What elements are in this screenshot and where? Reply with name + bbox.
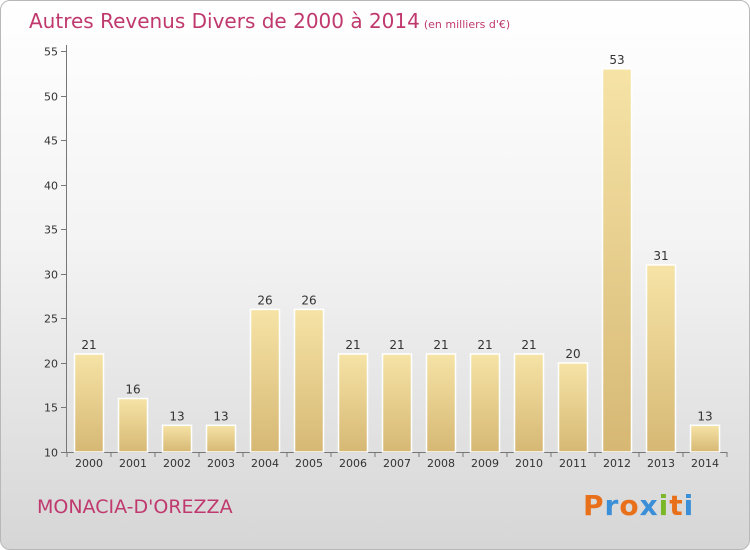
proxiti-logo: Proxiti (583, 489, 694, 522)
bar (293, 308, 325, 453)
x-tick-label: 2008 (427, 457, 455, 470)
x-tick-label: 2011 (559, 457, 587, 470)
data-label: 31 (653, 249, 668, 263)
y-tick-label: 45 (44, 135, 58, 148)
y-tick-label: 35 (44, 224, 58, 237)
x-tick-label: 2010 (515, 457, 543, 470)
bar (337, 353, 369, 453)
commune-name: MONACIA-D'OREZZA (37, 496, 233, 518)
data-label: 20 (565, 347, 580, 361)
x-tick-label: 2007 (383, 457, 411, 470)
y-tick-label: 10 (44, 447, 58, 460)
data-label: 13 (169, 409, 184, 423)
x-tick-label: 2005 (295, 457, 323, 470)
y-tick-label: 25 (44, 313, 58, 326)
x-tick-label: 2006 (339, 457, 367, 470)
data-label: 21 (345, 338, 360, 352)
logo-letter: t (669, 489, 684, 522)
logo-letter: i (683, 489, 695, 522)
bar (161, 424, 193, 453)
bar (513, 353, 545, 453)
bar (117, 397, 149, 453)
bar (645, 264, 677, 453)
x-tick-label: 2012 (603, 457, 631, 470)
chart-labels: 10 15 20 25 30 35 40 45 50 55 2000 21 2001 16 2002 13 20… (44, 46, 719, 471)
data-label: 21 (389, 338, 404, 352)
y-tick-label: 20 (44, 358, 58, 371)
data-label: 16 (125, 383, 140, 397)
data-label: 13 (213, 409, 228, 423)
logo-letter: o (619, 489, 640, 522)
logo-letter: r (604, 489, 620, 522)
bar (381, 353, 413, 453)
x-tick-label: 2000 (75, 457, 103, 470)
data-label: 21 (81, 338, 96, 352)
chart-title-unit: (en milliers d'€) (423, 18, 511, 31)
bar (601, 68, 633, 453)
data-label: 21 (433, 338, 448, 352)
y-tick-label: 15 (44, 402, 58, 415)
logo-letter: P (583, 489, 605, 522)
x-tick-label: 2001 (119, 457, 147, 470)
x-tick-label: 2013 (647, 457, 675, 470)
data-label: 26 (301, 293, 316, 307)
bar (205, 424, 237, 453)
data-label: 53 (609, 53, 624, 67)
x-tick-label: 2009 (471, 457, 499, 470)
bar (425, 353, 457, 453)
data-label: 26 (257, 293, 272, 307)
logo-letter: i (658, 489, 670, 522)
chart-title: Autres Revenus Divers de 2000 à 2014 (en … (29, 9, 510, 33)
bar (249, 308, 281, 453)
bar (469, 353, 501, 453)
x-tick-label: 2003 (207, 457, 235, 470)
y-tick-label: 50 (44, 91, 58, 104)
y-tick-label: 40 (44, 180, 58, 193)
y-tick-label: 55 (44, 46, 58, 59)
data-label: 13 (697, 409, 712, 423)
bar (557, 362, 589, 453)
data-label: 21 (477, 338, 492, 352)
y-tick-label: 30 (44, 269, 58, 282)
chart-title-text: Autres Revenus Divers de 2000 à 2014 (29, 9, 420, 33)
x-tick-label: 2014 (691, 457, 719, 470)
logo-letter: x (639, 489, 659, 522)
x-tick-label: 2002 (163, 457, 191, 470)
data-label: 21 (521, 338, 536, 352)
bar (73, 353, 105, 453)
bar (689, 424, 721, 453)
x-tick-label: 2004 (251, 457, 279, 470)
chart-bars (73, 68, 721, 453)
